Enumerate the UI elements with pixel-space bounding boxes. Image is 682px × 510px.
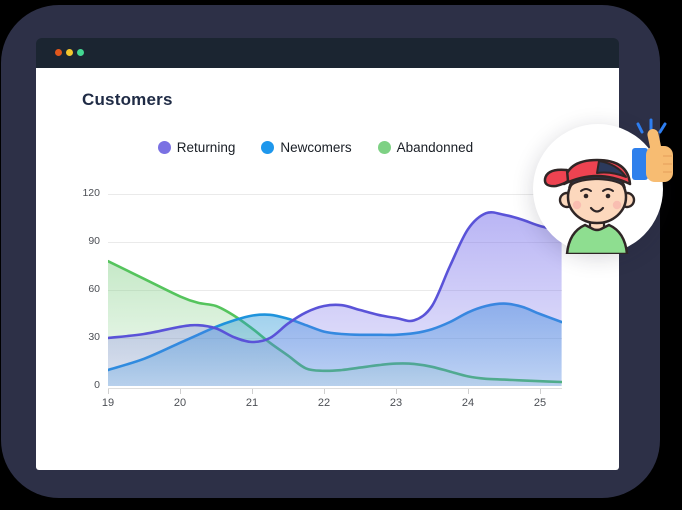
minimize-window-icon[interactable] [66, 49, 73, 56]
browser-titlebar [36, 38, 619, 68]
x-tick [468, 389, 469, 394]
cap-bill [543, 168, 570, 188]
returning-dot-icon [157, 141, 171, 154]
gridline-60 [108, 290, 562, 291]
x-axis-label-21: 21 [245, 397, 259, 409]
palm [646, 146, 673, 182]
x-tick [180, 389, 181, 394]
y-axis-label-0: 0 [94, 379, 100, 391]
cheek-right [612, 200, 622, 210]
x-tick [252, 389, 253, 394]
newcomers-dot-icon [261, 141, 275, 154]
area-returning [108, 212, 562, 386]
eye-left [583, 193, 589, 199]
line-returning [108, 210, 562, 344]
x-axis-line [108, 388, 562, 389]
smile [589, 206, 605, 213]
eye-right [605, 193, 611, 199]
chart-title: Customers [82, 90, 173, 109]
cap-panel [596, 160, 627, 178]
customers-area-chart [108, 210, 562, 386]
shirt [565, 223, 629, 256]
thumbs-up-svg [632, 118, 673, 182]
gridline-90 [108, 242, 562, 243]
cheek-left [572, 200, 582, 210]
close-window-icon[interactable] [55, 49, 62, 56]
eyebrow-right [602, 188, 614, 192]
finger-creases [663, 155, 672, 173]
legend-label-abandonned: Abandonned [396, 140, 474, 155]
y-axis-label-90: 90 [88, 235, 100, 247]
legend-label-returning: Returning [176, 140, 236, 155]
x-axis-label-19: 19 [101, 397, 115, 409]
chart-legend: Returning Newcomers Abandonned [24, 140, 607, 155]
x-axis-label-22: 22 [317, 397, 331, 409]
avatar [533, 124, 663, 256]
x-axis-label-25: 25 [533, 397, 547, 409]
x-tick [396, 389, 397, 394]
x-tick [324, 389, 325, 394]
legend-label-newcomers: Newcomers [280, 140, 352, 155]
boy-avatar-illustration [543, 158, 636, 256]
legend-item-newcomers[interactable]: Newcomers [261, 140, 352, 155]
sparkle-lines [636, 118, 667, 134]
traffic-lights [55, 49, 84, 56]
x-tick [540, 389, 541, 394]
y-axis-label-60: 60 [88, 283, 100, 295]
y-axis-label-30: 30 [88, 331, 100, 343]
zoom-window-icon[interactable] [77, 49, 84, 56]
legend-item-abandonned[interactable]: Abandonned [377, 140, 474, 155]
y-axis-label-120: 120 [82, 187, 100, 199]
abandonned-dot-icon [377, 141, 391, 154]
thumbs-up-icon [628, 112, 680, 193]
legend-item-returning[interactable]: Returning [157, 140, 236, 155]
gridline-120 [108, 194, 562, 195]
x-axis-label-23: 23 [389, 397, 403, 409]
browser-window: Customers Returning Newcomers Abandonned… [36, 38, 619, 470]
x-tick [108, 389, 109, 394]
x-axis-label-20: 20 [173, 397, 187, 409]
x-axis-label-24: 24 [461, 397, 475, 409]
eyebrow-left [580, 188, 592, 192]
sleeve [632, 148, 648, 180]
